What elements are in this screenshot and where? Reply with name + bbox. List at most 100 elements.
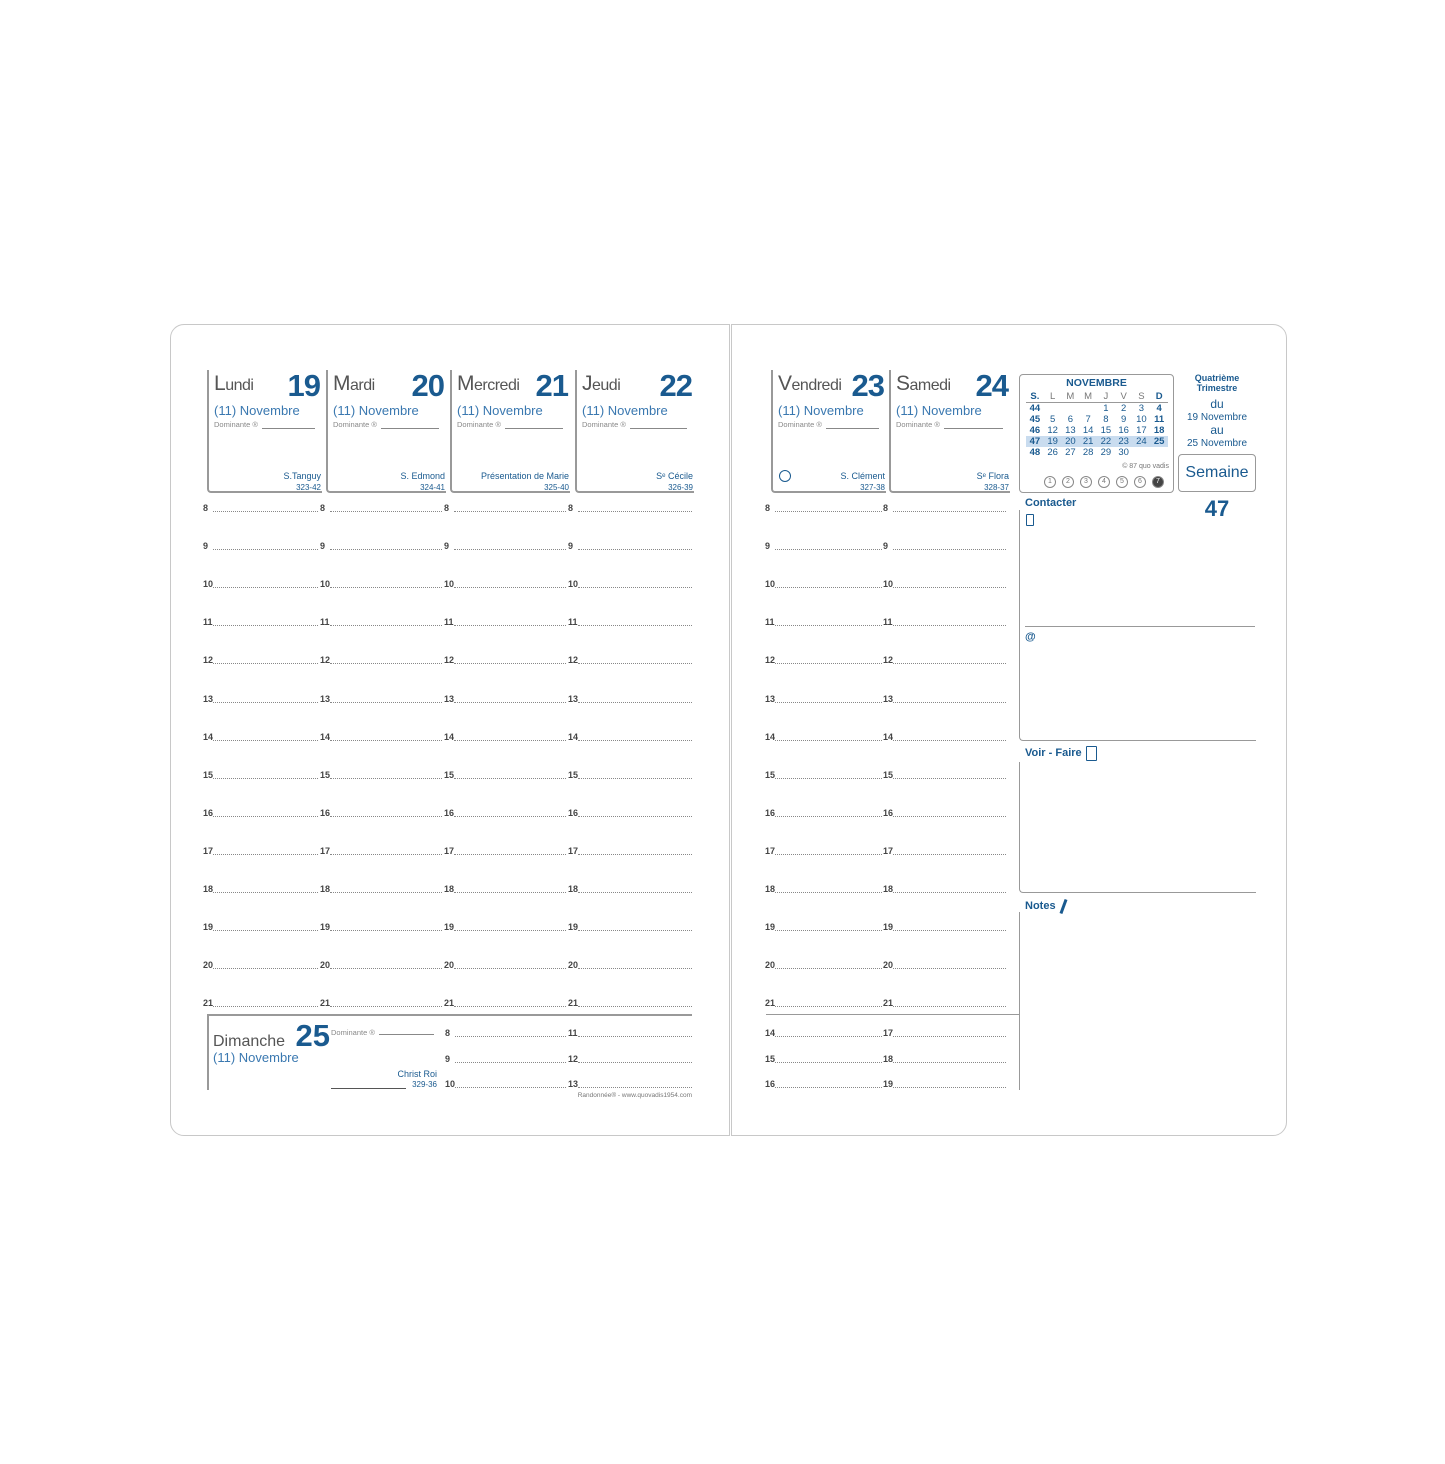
calendar-day-cell[interactable]: 2 [1120,403,1127,414]
hour-line[interactable]: 21 [568,998,692,1010]
hour-line[interactable]: 10 [445,1079,566,1091]
hour-line[interactable]: 15 [203,770,318,782]
hour-line[interactable]: 9 [568,541,692,553]
calendar-day-cell[interactable]: 18 [1153,425,1165,436]
hour-line[interactable]: 17 [568,846,692,858]
hour-line[interactable]: 14 [883,732,1006,744]
calendar-day-cell[interactable]: 1 [1103,403,1109,414]
hour-line[interactable]: 18 [883,884,1006,896]
dominante-field[interactable]: Dominante ® [582,420,694,429]
calendar-day-cell[interactable]: 48 [1029,447,1041,458]
calendar-day-cell[interactable]: 46 [1029,425,1041,436]
calendar-week-row[interactable]: 48 26 27 28 29 30 [1026,447,1168,458]
hour-line[interactable]: 14 [765,1028,882,1040]
calendar-day-cell[interactable] [1044,403,1062,415]
hour-line[interactable]: 8 [883,503,1006,515]
hour-line[interactable]: 17 [444,846,566,858]
hour-line[interactable]: 19 [883,1079,1006,1091]
hour-line[interactable]: 12 [444,655,566,667]
hour-line[interactable]: 18 [320,884,442,896]
hour-line[interactable]: 11 [203,617,318,629]
hour-line[interactable]: 12 [883,655,1006,667]
dominante-field[interactable]: Dominante ® [457,420,570,429]
hour-line[interactable]: 20 [444,960,566,972]
hour-line[interactable]: 20 [203,960,318,972]
weekday-circle[interactable]: 1 [1044,476,1056,488]
hour-line[interactable]: 15 [883,770,1006,782]
hour-line[interactable]: 19 [568,922,692,934]
hour-line[interactable]: 18 [203,884,318,896]
todo-box[interactable] [1019,762,1256,893]
dominante-field[interactable]: Dominante ® [896,420,1010,429]
dominante-field[interactable]: Dominante ® [778,420,886,429]
calendar-day-cell[interactable]: 7 [1085,414,1091,425]
calendar-day-cell[interactable]: 4 [1156,403,1162,414]
hour-line[interactable]: 16 [883,808,1006,820]
hour-line[interactable]: 8 [203,503,318,515]
hour-line[interactable]: 10 [444,579,566,591]
hour-line[interactable]: 19 [444,922,566,934]
calendar-day-cell[interactable]: 28 [1082,447,1094,458]
hour-line[interactable]: 19 [203,922,318,934]
hour-line[interactable]: 16 [568,808,692,820]
calendar-day-cell[interactable]: 25 [1153,436,1165,447]
hour-line[interactable]: 21 [203,998,318,1010]
hour-line[interactable]: 18 [883,1054,1006,1066]
calendar-day-cell[interactable]: 13 [1065,425,1076,436]
hour-line[interactable]: 10 [883,579,1006,591]
hour-line[interactable]: 10 [568,579,692,591]
weekday-circle[interactable]: 5 [1116,476,1128,488]
contact-box[interactable] [1019,510,1256,741]
calendar-day-cell[interactable] [1079,403,1097,415]
hour-line[interactable]: 8 [444,503,566,515]
hour-line[interactable]: 21 [765,998,882,1010]
hour-line[interactable]: 16 [320,808,442,820]
weekday-circle[interactable]: 7 [1152,476,1164,488]
hour-line[interactable]: 18 [444,884,566,896]
hour-line[interactable]: 8 [765,503,882,515]
calendar-day-cell[interactable]: 20 [1065,436,1076,447]
hour-line[interactable]: 11 [568,1028,692,1040]
hour-line[interactable]: 9 [320,541,442,553]
hour-line[interactable]: 9 [445,1054,566,1066]
hour-line[interactable]: 20 [883,960,1006,972]
calendar-day-cell[interactable]: 47 [1029,436,1041,447]
calendar-day-cell[interactable]: 22 [1100,436,1112,447]
hour-line[interactable]: 14 [203,732,318,744]
calendar-day-cell[interactable]: 30 [1118,447,1129,458]
hour-line[interactable]: 14 [568,732,692,744]
hour-line[interactable]: 11 [883,617,1006,629]
hour-line[interactable]: 15 [765,770,882,782]
calendar-day-cell[interactable]: 17 [1136,425,1147,436]
weekday-circle[interactable]: 3 [1080,476,1092,488]
calendar-day-cell[interactable]: 10 [1136,414,1147,425]
calendar-week-row[interactable]: 47 19 20 21 22 23 24 25 [1026,436,1168,447]
hour-line[interactable]: 13 [444,694,566,706]
calendar-day-cell[interactable]: 23 [1118,436,1129,447]
dominante-field[interactable]: Dominante ® [214,420,322,429]
hour-line[interactable]: 11 [320,617,442,629]
calendar-day-cell[interactable]: 15 [1100,425,1112,436]
hour-line[interactable]: 13 [568,1079,692,1091]
hour-line[interactable]: 20 [765,960,882,972]
calendar-day-cell[interactable]: 44 [1029,403,1041,414]
hour-line[interactable]: 19 [320,922,442,934]
calendar-week-row[interactable]: 45 5 6 7 8 9 10 11 [1026,414,1168,425]
hour-line[interactable]: 17 [320,846,442,858]
hour-line[interactable]: 13 [568,694,692,706]
calendar-day-cell[interactable]: 9 [1120,414,1127,425]
hour-line[interactable]: 9 [203,541,318,553]
hour-line[interactable]: 16 [765,1079,882,1091]
hour-line[interactable]: 14 [444,732,566,744]
hour-line[interactable]: 20 [568,960,692,972]
hour-line[interactable]: 15 [765,1054,882,1066]
calendar-day-cell[interactable]: 5 [1049,414,1056,425]
calendar-day-cell[interactable]: 8 [1103,414,1109,425]
calendar-day-cell[interactable]: 19 [1047,436,1058,447]
calendar-day-cell[interactable]: 27 [1065,447,1076,458]
hour-line[interactable]: 15 [444,770,566,782]
hour-line[interactable]: 15 [320,770,442,782]
calendar-day-cell[interactable]: 14 [1082,425,1094,436]
calendar-day-cell[interactable]: 24 [1136,436,1147,447]
hour-line[interactable]: 8 [568,503,692,515]
